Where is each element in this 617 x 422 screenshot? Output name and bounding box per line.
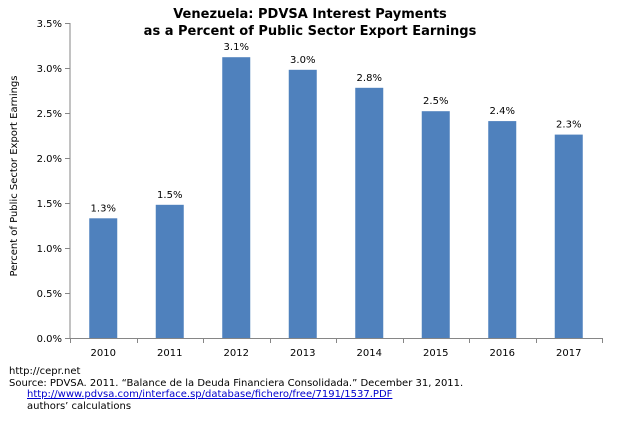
- x-tick-label: 2012: [224, 348, 249, 359]
- data-label: 3.1%: [224, 42, 249, 53]
- bars: 1.3% 1.5% 3.1% 3.0% 2.8% 2.5% 2.4% 2.3%: [89, 42, 583, 339]
- y-tick-label: 1.5%: [37, 199, 62, 210]
- source-notes: http://cepr.net Source: PDVSA. 2011. “Ba…: [9, 366, 463, 412]
- source-link[interactable]: http://www.pdvsa.com/interface.sp/databa…: [27, 389, 393, 400]
- y-tick-label: 1.0%: [37, 244, 62, 255]
- site-url: http://cepr.net: [9, 366, 81, 377]
- source-citation: Source: PDVSA. 2011. “Balance de la Deud…: [9, 377, 464, 389]
- y-tick-label: 0.0%: [37, 334, 62, 345]
- bar: [155, 204, 184, 338]
- chart-title-line-2: as a Percent of Public Sector Export Ear…: [144, 24, 477, 39]
- y-axis-label: Percent of Public Sector Export Earnings: [9, 75, 20, 276]
- data-label: 2.8%: [357, 73, 382, 84]
- x-tick-label: 2015: [423, 348, 448, 359]
- y-tick-label: 3.5%: [37, 19, 62, 30]
- x-tick-label: 2017: [556, 348, 581, 359]
- bar: [488, 121, 517, 338]
- bar: [421, 111, 450, 338]
- y-axis: 0.0% 0.5% 1.0% 1.5% 2.0% 2.5% 3.0% 3.5%: [37, 19, 71, 345]
- bar: [554, 134, 583, 338]
- data-label: 1.3%: [91, 203, 116, 214]
- x-tick-label: 2016: [490, 348, 515, 359]
- x-tick-label: 2014: [357, 348, 382, 359]
- data-label: 3.0%: [290, 55, 315, 66]
- bar: [89, 218, 118, 338]
- bar: [222, 57, 251, 338]
- calculation-note: authors’ calculations: [27, 400, 132, 412]
- y-tick-label: 2.5%: [37, 109, 62, 120]
- y-tick-label: 3.0%: [37, 64, 62, 75]
- bar: [288, 69, 317, 339]
- x-tick-label: 2011: [157, 348, 182, 359]
- x-axis: 2010 2011 2012 2013 2014 2015 2016 2017: [70, 338, 603, 359]
- data-label: 1.5%: [157, 190, 182, 201]
- bar: [355, 87, 384, 338]
- chart-title-line-1: Venezuela: PDVSA Interest Payments: [173, 7, 447, 22]
- x-tick-label: 2010: [91, 348, 116, 359]
- x-tick-label: 2013: [290, 348, 315, 359]
- y-tick-label: 0.5%: [37, 289, 62, 300]
- data-label: 2.3%: [556, 120, 581, 131]
- y-tick-label: 2.0%: [37, 154, 62, 165]
- data-label: 2.4%: [490, 106, 515, 117]
- data-label: 2.5%: [423, 96, 448, 107]
